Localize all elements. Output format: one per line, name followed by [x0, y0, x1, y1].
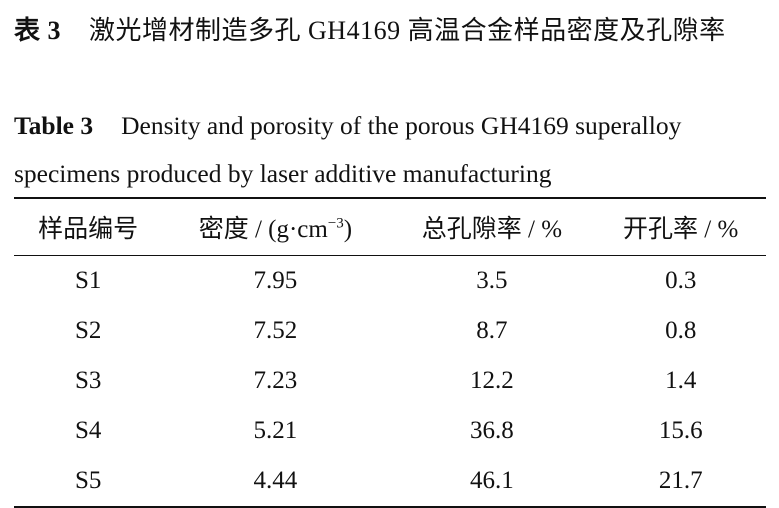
table-cell: 1.4 — [665, 367, 697, 394]
table-row: S2 7.52 8.7 0.8 — [14, 306, 766, 356]
table-cell: 0.3 — [665, 267, 697, 294]
table-cell: S5 — [74, 467, 102, 494]
table-cell: 7.23 — [253, 367, 298, 394]
table-row: S1 7.95 3.5 0.3 — [14, 256, 766, 307]
table-cell: 36.8 — [470, 417, 514, 444]
table-cell: S3 — [74, 367, 102, 394]
table-cell: S1 — [74, 267, 102, 294]
table-cell: 8.7 — [476, 317, 508, 344]
caption-label: 表 3 — [14, 16, 62, 45]
table-row: S4 5.21 36.8 15.6 — [14, 406, 766, 456]
table-cell: 46.1 — [470, 467, 514, 494]
caption-text: Density and porosity of the porous GH416… — [14, 111, 682, 188]
caption-zh: 表 3 激光增材制造多孔 GH4169 高温合金样品密度及孔隙率 — [14, 8, 774, 54]
header-cell: 开孔率 / % — [595, 198, 766, 256]
table-cell: S4 — [74, 417, 102, 444]
table-cell: 15.6 — [658, 417, 703, 444]
header-text: 密度 / (g·cm — [198, 216, 328, 243]
table-cell: 4.44 — [253, 467, 298, 494]
caption-label: Table 3 — [14, 111, 94, 140]
header-cell: 总孔隙率 / % — [388, 198, 596, 256]
table-cell: 3.5 — [476, 267, 508, 294]
data-table: 样品编号 密度 / (g·cm−3) 总孔隙率 / % 开孔率 / % S1 7.95 3… — [14, 197, 766, 508]
caption-text: 激光增材制造多孔 GH4169 高温合金样品密度及孔隙率 — [89, 16, 726, 45]
table-cell: 7.52 — [253, 317, 298, 344]
table-cell: 5.21 — [253, 417, 298, 444]
table-body: S1 7.95 3.5 0.3 S2 7.52 8.7 0.8 S3 7.23 12.2 1.4 S4 5… — [14, 256, 766, 508]
header-row: 样品编号 密度 / (g·cm−3) 总孔隙率 / % 开孔率 / % — [14, 198, 766, 256]
table-row: S5 4.44 46.1 21.7 — [14, 456, 766, 507]
table-cell: 0.8 — [665, 317, 697, 344]
table-cell: 21.7 — [658, 467, 703, 494]
table-cell: S2 — [74, 317, 102, 344]
header-sup: −3 — [327, 215, 344, 232]
header-text: ) — [343, 216, 353, 243]
caption-en: Table 3 Density and porosity of the porou… — [14, 102, 774, 198]
header-cell: 密度 / (g·cm−3) — [162, 198, 389, 256]
table-row: S3 7.23 12.2 1.4 — [14, 356, 766, 406]
table-cell: 12.2 — [470, 367, 514, 394]
table-cell: 7.95 — [253, 267, 298, 294]
header-cell: 样品编号 — [14, 198, 163, 256]
